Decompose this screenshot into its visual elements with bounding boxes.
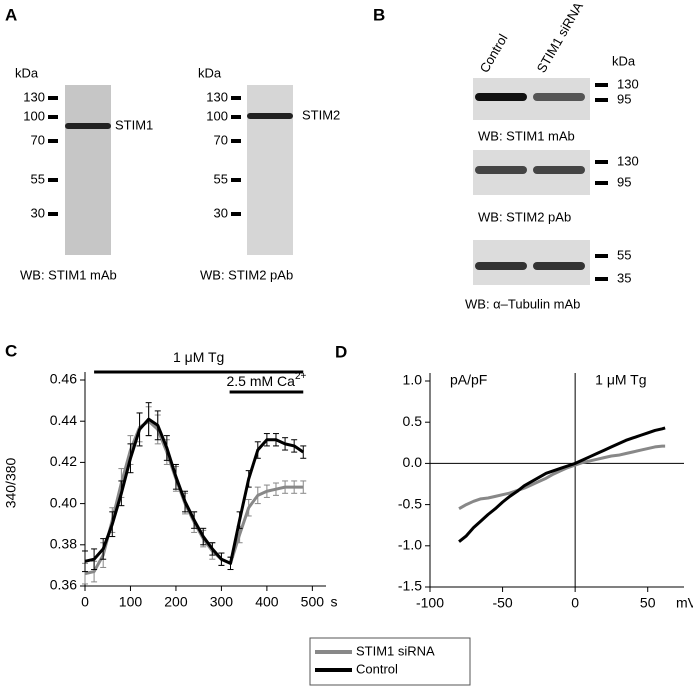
- annotation: 1 μM Tg: [173, 349, 224, 365]
- caption: WB: STIM1 mAb: [20, 267, 117, 282]
- marker-label: 130: [617, 76, 639, 91]
- legend-label: Control: [356, 661, 398, 676]
- caption: WB: STIM2 pAb: [200, 267, 293, 282]
- y-tick-label: -0.5: [398, 495, 422, 511]
- series-line: [458, 444, 666, 511]
- marker-label: 30: [214, 205, 228, 220]
- marker-label: 130: [23, 89, 45, 104]
- marker-label: 55: [214, 171, 228, 186]
- y-tick-label: 0.42: [50, 453, 77, 469]
- x-tick-label: 300: [210, 594, 234, 610]
- marker-label: 95: [617, 174, 631, 189]
- annotation-text: 1 μM Tg: [173, 349, 224, 365]
- band: [475, 93, 527, 101]
- y-tick-label: 0.38: [50, 536, 77, 552]
- y-tick-label: -1.5: [398, 578, 422, 594]
- panel-label: B: [373, 5, 385, 24]
- blot: [247, 85, 293, 255]
- series-line: [84, 417, 305, 565]
- x-tick-label: 50: [640, 595, 656, 611]
- caption: WB: α–Tubulin mAb: [465, 296, 580, 311]
- x-tick-label: 100: [119, 594, 143, 610]
- annotation-superscript: 2+: [295, 371, 307, 382]
- panel-label: D: [335, 342, 347, 361]
- y-tick-label: 0.44: [50, 412, 77, 428]
- x-tick-label: 0: [571, 595, 579, 611]
- marker-label: 70: [31, 132, 45, 147]
- y-tick-label: 1.0: [403, 372, 423, 388]
- legend-box: [309, 637, 471, 686]
- annotation: 1 μM Tg: [595, 372, 646, 388]
- band-label: STIM2: [302, 107, 340, 122]
- y-axis-label: 340/380: [3, 457, 19, 508]
- series-line: [84, 419, 304, 576]
- marker-label: 100: [206, 108, 228, 123]
- annotation: 2.5 mM Ca2+: [226, 371, 306, 389]
- caption: WB: STIM1 mAb: [478, 128, 575, 143]
- marker-label: 130: [617, 153, 639, 168]
- band: [533, 262, 585, 270]
- panel-label: A: [5, 5, 17, 24]
- marker-label: 130: [206, 89, 228, 104]
- y-tick-label: 0.40: [50, 494, 77, 510]
- band: [65, 123, 111, 129]
- x-tick-label: 500: [301, 594, 325, 610]
- marker-label: 70: [214, 132, 228, 147]
- band: [475, 166, 527, 174]
- blot: [65, 85, 111, 255]
- y-axis-label: pA/pF: [450, 372, 487, 388]
- lane-label: Control: [477, 31, 511, 75]
- band-label: STIM1: [115, 117, 153, 132]
- unit-label: kDa: [15, 65, 39, 80]
- band: [475, 262, 527, 270]
- unit-label: kDa: [198, 65, 222, 80]
- marker-label: 55: [617, 247, 631, 262]
- y-tick-label: -1.0: [398, 537, 422, 553]
- x-axis-label: mV: [676, 595, 693, 611]
- annotation-text: 2.5 mM Ca: [226, 373, 295, 389]
- marker-label: 55: [31, 171, 45, 186]
- marker-label: 100: [23, 108, 45, 123]
- marker-label: 95: [617, 91, 631, 106]
- x-tick-label: 0: [81, 594, 89, 610]
- x-tick-label: -100: [416, 595, 444, 611]
- y-tick-label: 0.5: [403, 413, 423, 429]
- unit-label: kDa: [612, 53, 636, 68]
- y-tick-label: 0.0: [403, 454, 423, 470]
- x-tick-label: 400: [255, 594, 279, 610]
- y-tick-label: 0.46: [50, 371, 77, 387]
- marker-label: 35: [617, 270, 631, 285]
- legend-label: STIM1 siRNA: [356, 643, 435, 658]
- x-tick-label: -50: [492, 595, 512, 611]
- panel-label: C: [5, 341, 17, 360]
- band: [533, 166, 585, 174]
- lane-label: STIM1 siRNA: [534, 0, 587, 75]
- y-tick-label: 0.36: [50, 577, 77, 593]
- x-axis-label: s: [331, 594, 338, 610]
- band: [533, 93, 585, 101]
- series-line: [458, 426, 666, 543]
- caption: WB: STIM2 pAb: [478, 209, 571, 224]
- marker-label: 30: [31, 205, 45, 220]
- x-tick-label: 200: [164, 594, 188, 610]
- band: [247, 113, 293, 119]
